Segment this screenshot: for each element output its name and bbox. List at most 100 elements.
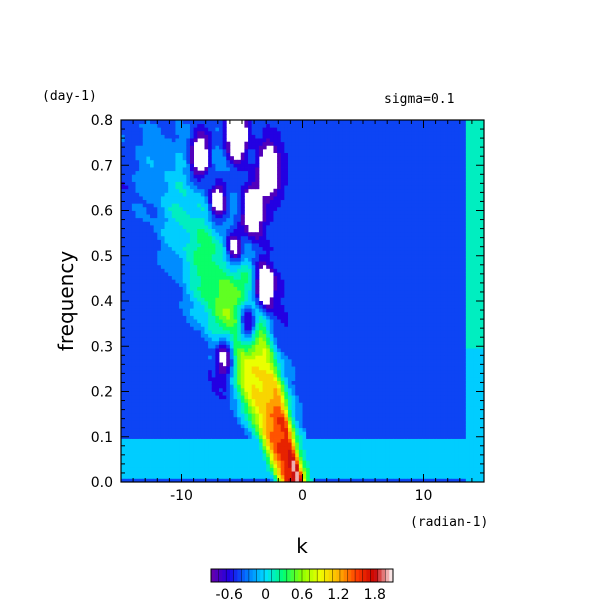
contour-cell — [248, 156, 253, 161]
contour-cell — [291, 293, 296, 298]
contour-cell — [175, 243, 180, 248]
contour-cell — [237, 250, 242, 255]
contour-cell — [258, 340, 263, 345]
contour-cell — [146, 467, 151, 472]
contour-cell — [128, 134, 133, 139]
contour-cell — [186, 315, 191, 320]
contour-cell — [306, 130, 311, 135]
contour-cell — [262, 239, 267, 244]
contour-cell — [248, 282, 253, 287]
contour-cell — [262, 250, 267, 255]
contour-cell — [121, 224, 126, 229]
contour-cell — [222, 224, 227, 229]
contour-cell — [186, 380, 191, 385]
contour-cell — [302, 460, 307, 465]
contour-cell — [171, 141, 176, 146]
contour-cell — [157, 373, 162, 378]
contour-cell — [186, 431, 191, 436]
contour-cell — [269, 199, 274, 204]
contour-cell — [226, 348, 231, 353]
contour-cell — [255, 170, 260, 175]
contour-cell — [251, 431, 256, 436]
contour-cell — [240, 319, 245, 324]
contour-cell — [193, 442, 198, 447]
contour-cell — [226, 380, 231, 385]
contour-cell — [269, 478, 274, 482]
contour-cell — [128, 123, 133, 128]
contour-cell — [204, 145, 209, 150]
contour-cell — [298, 286, 303, 291]
contour-cell — [197, 250, 202, 255]
contour-cell — [266, 243, 271, 248]
contour-cell — [189, 156, 194, 161]
contour-cell — [248, 340, 253, 345]
contour-cell — [262, 366, 267, 371]
contour-cell — [179, 380, 184, 385]
contour-cell — [258, 326, 263, 331]
contour-cell — [309, 326, 314, 331]
contour-cell — [287, 351, 293, 356]
contour-cell — [240, 163, 245, 168]
contour-cell — [135, 431, 140, 436]
contour-cell — [284, 387, 289, 392]
contour-cell — [168, 424, 173, 429]
contour-cell — [171, 290, 176, 295]
contour-cell — [298, 322, 303, 327]
contour-cell — [248, 474, 253, 479]
contour-cell — [248, 279, 253, 284]
contour-cell — [128, 177, 133, 182]
contour-cell — [128, 344, 133, 349]
contour-cell — [211, 177, 216, 182]
contour-cell — [262, 358, 267, 363]
contour-cell — [168, 366, 173, 371]
contour-cell — [153, 210, 158, 215]
contour-cell — [168, 203, 173, 208]
contour-cell — [255, 141, 260, 146]
contour-cell — [131, 474, 136, 479]
contour-cell — [182, 366, 187, 371]
contour-cell — [222, 416, 227, 421]
contour-cell — [309, 337, 314, 342]
contour-cell — [168, 196, 173, 201]
contour-cell — [124, 326, 129, 331]
contour-cell — [168, 333, 173, 338]
contour-cell — [219, 319, 224, 324]
contour-cell — [287, 348, 293, 353]
contour-cell — [302, 261, 307, 266]
contour-cell — [186, 286, 191, 291]
contour-cell — [295, 456, 300, 461]
contour-cell — [280, 243, 285, 248]
contour-cell — [284, 203, 289, 208]
contour-cell — [248, 449, 253, 454]
contour-cell — [306, 123, 311, 128]
contour-cell — [244, 424, 249, 429]
contour-cell — [204, 424, 209, 429]
contour-cell — [248, 268, 253, 273]
contour-cell — [287, 395, 293, 400]
contour-cell — [222, 348, 227, 353]
contour-cell — [135, 170, 140, 175]
contour-cell — [171, 463, 176, 468]
contour-cell — [160, 130, 165, 135]
contour-cell — [309, 460, 314, 465]
contour-cell — [204, 221, 209, 226]
contour-cell — [215, 261, 220, 266]
contour-cell — [255, 391, 260, 396]
contour-cell — [189, 196, 194, 201]
contour-cell — [291, 159, 296, 164]
contour-cell — [269, 192, 274, 197]
contour-cell — [146, 471, 151, 476]
contour-cell — [160, 304, 165, 309]
contour-cell — [164, 257, 169, 262]
contour-cell — [287, 275, 293, 280]
contour-cell — [295, 474, 300, 479]
contour-cell — [248, 239, 253, 244]
contour-cell — [219, 141, 224, 146]
contour-cell — [139, 250, 144, 255]
contour-cell — [128, 174, 133, 179]
contour-cell — [131, 127, 136, 132]
contour-cell — [186, 355, 191, 360]
contour-cell — [135, 293, 140, 298]
contour-cell — [277, 228, 282, 233]
contour-cell — [258, 445, 263, 450]
